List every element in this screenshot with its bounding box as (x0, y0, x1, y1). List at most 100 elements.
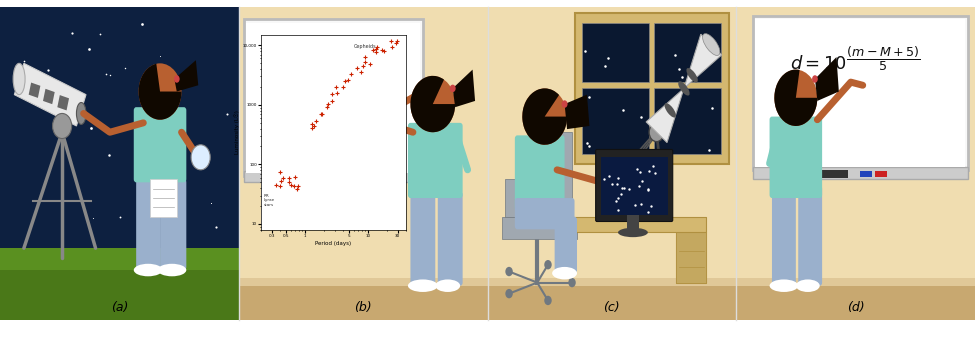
Point (335, 85, 351, 90)
Point (287, 184, 302, 189)
Bar (736, 278, 975, 286)
Circle shape (544, 296, 552, 305)
Bar (753, 16, 968, 170)
Point (308, 119, 324, 124)
FancyBboxPatch shape (160, 179, 186, 270)
Text: (a): (a) (111, 301, 128, 314)
Bar (654, 88, 722, 154)
Ellipse shape (435, 279, 460, 292)
Point (268, 183, 284, 188)
Bar (502, 217, 577, 239)
Point (369, 44, 384, 49)
Point (304, 121, 320, 127)
FancyBboxPatch shape (772, 185, 796, 286)
Ellipse shape (408, 279, 438, 292)
Circle shape (174, 75, 179, 83)
Bar (677, 217, 706, 283)
Bar (756, 19, 965, 167)
Point (368, 46, 383, 52)
Bar (0, 248, 239, 273)
Point (384, 44, 400, 49)
Bar (582, 88, 649, 154)
Polygon shape (15, 63, 86, 126)
Circle shape (649, 123, 664, 142)
Circle shape (812, 75, 818, 83)
Polygon shape (175, 60, 198, 92)
Bar (557, 217, 706, 232)
Ellipse shape (13, 63, 25, 95)
Ellipse shape (796, 279, 820, 292)
Wedge shape (410, 76, 455, 132)
Ellipse shape (96, 258, 124, 270)
Ellipse shape (665, 103, 676, 118)
Point (358, 59, 373, 65)
Ellipse shape (76, 102, 86, 124)
Bar (28, 82, 40, 98)
Point (320, 104, 335, 110)
Polygon shape (815, 57, 838, 101)
Bar (860, 171, 873, 177)
Point (388, 40, 404, 46)
Polygon shape (646, 34, 722, 143)
Point (355, 63, 370, 69)
Point (306, 123, 322, 129)
Bar (239, 279, 488, 320)
Text: (b): (b) (354, 301, 372, 314)
Point (368, 49, 383, 55)
Point (365, 47, 380, 53)
Ellipse shape (115, 258, 143, 270)
Ellipse shape (618, 228, 647, 237)
Ellipse shape (193, 258, 221, 270)
Ellipse shape (154, 258, 182, 270)
Circle shape (410, 76, 455, 132)
Ellipse shape (76, 258, 104, 270)
FancyBboxPatch shape (410, 192, 435, 286)
Circle shape (562, 100, 567, 108)
Bar (43, 89, 55, 104)
Y-axis label: Luminosity (L☉): Luminosity (L☉) (235, 110, 240, 154)
Ellipse shape (57, 258, 85, 270)
Circle shape (138, 63, 181, 120)
Circle shape (191, 145, 211, 170)
Ellipse shape (134, 264, 163, 276)
Point (304, 125, 320, 131)
Circle shape (449, 85, 455, 92)
FancyBboxPatch shape (438, 192, 463, 286)
Circle shape (53, 113, 72, 139)
Circle shape (505, 289, 513, 298)
Point (287, 174, 302, 180)
Bar (753, 167, 968, 179)
Bar (875, 171, 886, 177)
Bar (654, 23, 722, 82)
Circle shape (544, 260, 552, 269)
Point (362, 61, 377, 66)
Bar (736, 279, 975, 320)
Bar (601, 157, 668, 215)
Text: $d = 10^{\dfrac{(m - M + 5)}{5}}$: $d = 10^{\dfrac{(m - M + 5)}{5}}$ (791, 46, 920, 74)
Polygon shape (565, 95, 590, 129)
Text: RR
Lyrae
stars: RR Lyrae stars (264, 194, 275, 207)
FancyBboxPatch shape (244, 19, 423, 176)
X-axis label: Period (days): Period (days) (315, 240, 352, 246)
Bar (820, 170, 848, 177)
Point (314, 111, 330, 117)
Ellipse shape (158, 264, 186, 276)
Point (273, 169, 289, 175)
Point (273, 179, 289, 184)
Point (389, 38, 405, 44)
Point (374, 48, 390, 53)
Point (357, 55, 372, 60)
Text: Cepheids: Cepheids (354, 44, 376, 49)
Point (289, 187, 304, 192)
Ellipse shape (37, 258, 65, 270)
FancyBboxPatch shape (769, 117, 822, 198)
Point (350, 65, 366, 71)
Point (329, 84, 344, 89)
Bar (244, 171, 423, 182)
Polygon shape (452, 70, 475, 107)
Bar (574, 13, 728, 164)
Circle shape (523, 88, 567, 145)
Point (329, 90, 344, 96)
Ellipse shape (135, 258, 163, 270)
FancyBboxPatch shape (515, 198, 574, 229)
